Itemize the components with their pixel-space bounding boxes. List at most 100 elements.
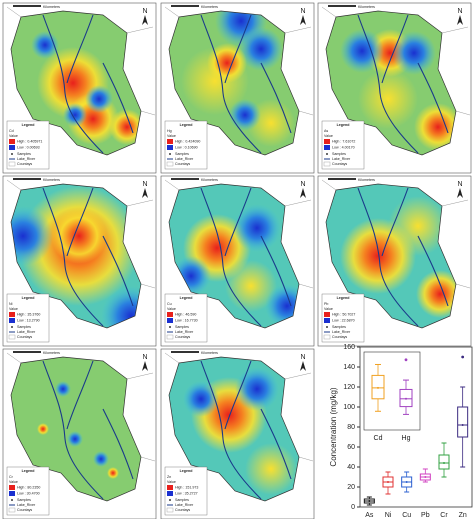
legend-ramp-low xyxy=(9,145,15,150)
legend-county-symbol xyxy=(166,507,174,513)
boundary xyxy=(164,352,314,462)
surface-blob xyxy=(85,85,113,113)
surface-blob xyxy=(63,103,87,127)
legend-high: High : 0.424090 xyxy=(175,139,200,143)
legend-ramp-low xyxy=(324,318,330,323)
legend-ramp-high xyxy=(324,139,330,144)
legend-county-symbol xyxy=(8,334,16,340)
surface-blob xyxy=(235,367,279,411)
legend-ramp-high xyxy=(9,139,15,144)
river xyxy=(357,14,449,154)
scale-label: Kilometers xyxy=(43,351,60,355)
north-arrow-shape xyxy=(142,188,148,198)
north-arrow-shape xyxy=(300,361,306,371)
surface xyxy=(11,184,141,328)
surface-blob xyxy=(31,31,59,59)
x-tick-label: Pb xyxy=(421,512,430,519)
mean-dot xyxy=(405,481,408,483)
x-tick-label: As xyxy=(365,512,374,519)
legend-high: High : 0.405971 xyxy=(17,139,42,143)
legend-ramp-low xyxy=(167,491,173,496)
north-arrow-shape xyxy=(457,188,463,198)
province-outline xyxy=(10,356,142,502)
legend-box xyxy=(321,293,365,343)
legend-sample-symbol xyxy=(11,499,13,501)
legend-high: High : 151.973 xyxy=(175,485,198,489)
legend-ramp-high xyxy=(324,312,330,317)
legend-river: Lake_River xyxy=(175,503,194,507)
mean-dot xyxy=(461,424,464,426)
north-arrow: N xyxy=(300,181,305,188)
legend-county: Countays xyxy=(175,335,190,339)
mean-dot xyxy=(405,397,407,400)
legend-title: Legend xyxy=(22,123,35,127)
legend-county: Countays xyxy=(332,162,347,166)
legend-river: Lake_River xyxy=(17,330,36,334)
legend-high: High : 46.590 xyxy=(175,312,196,316)
legend-ramp-high xyxy=(167,312,173,317)
legend-samples: Samples xyxy=(17,152,31,156)
mean-dot xyxy=(377,386,379,389)
outlier xyxy=(404,358,408,362)
surface-blob xyxy=(11,206,53,266)
legend-low: Low : 0.00693 xyxy=(17,145,40,149)
legend-county-symbol xyxy=(8,507,16,513)
mean-dot xyxy=(443,462,445,464)
legend-high: High : 7.61072 xyxy=(332,139,355,143)
scale-label: Kilometers xyxy=(358,178,375,182)
legend-value: Value xyxy=(9,307,18,311)
legend-county-symbol xyxy=(323,334,331,340)
legend-county-symbol xyxy=(166,334,174,340)
surface-blob xyxy=(229,99,261,131)
y-tick-label: 60 xyxy=(347,444,355,451)
legend-sample-symbol xyxy=(326,326,328,328)
legend-low: Low : 0.10690 xyxy=(175,145,198,149)
legend-title: Legend xyxy=(180,123,193,127)
legend-ramp-low xyxy=(9,318,15,323)
boundary xyxy=(321,179,471,289)
legend-county-symbol xyxy=(8,161,16,167)
legend-low: Low : 16.7730 xyxy=(175,318,198,322)
legend-value: Value xyxy=(9,480,18,484)
y-tick-label: 80 xyxy=(347,424,355,431)
x-tick-label: Zn xyxy=(459,512,467,519)
legend-sample-symbol xyxy=(169,153,171,155)
legend-element: Cd xyxy=(9,129,14,133)
river xyxy=(357,187,449,327)
legend-value: Value xyxy=(167,134,176,138)
north-arrow-shape xyxy=(300,188,306,198)
legend-low: Low : 4.00170 xyxy=(332,145,355,149)
north-arrow-shape xyxy=(142,361,148,371)
scale-label: Kilometers xyxy=(201,178,218,182)
surface-blob xyxy=(55,381,71,397)
surface-blob xyxy=(51,208,107,264)
legend-sample-symbol xyxy=(11,153,13,155)
legend-samples: Samples xyxy=(332,325,346,329)
legend-samples: Samples xyxy=(175,152,189,156)
north-arrow: N xyxy=(457,8,462,15)
legend-sample-symbol xyxy=(169,499,171,501)
legend-river: Lake_River xyxy=(17,157,36,161)
legend-river: Lake_River xyxy=(175,157,194,161)
legend-ramp-low xyxy=(167,318,173,323)
legend-county-symbol xyxy=(166,161,174,167)
surface-blob xyxy=(93,451,109,467)
scale-bar xyxy=(13,178,41,180)
legend-county: Countays xyxy=(17,162,32,166)
boundary xyxy=(6,179,156,289)
legend-county: Countays xyxy=(17,508,32,512)
north-arrow-shape xyxy=(457,15,463,25)
legend-element: Ni xyxy=(9,302,13,306)
boundary xyxy=(321,6,471,116)
scale-bar xyxy=(171,178,199,180)
